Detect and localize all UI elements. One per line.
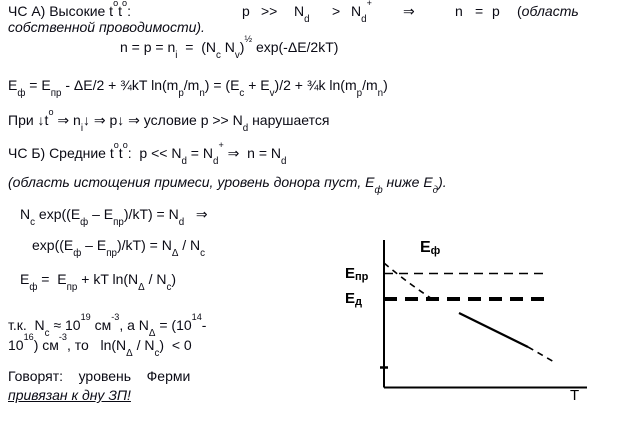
svg-text:Eд: Eд xyxy=(345,290,362,308)
svg-text:Eф: Eф xyxy=(420,239,441,257)
svg-text:T: T xyxy=(570,387,579,404)
svg-text:Eпр: Eпр xyxy=(345,265,369,283)
